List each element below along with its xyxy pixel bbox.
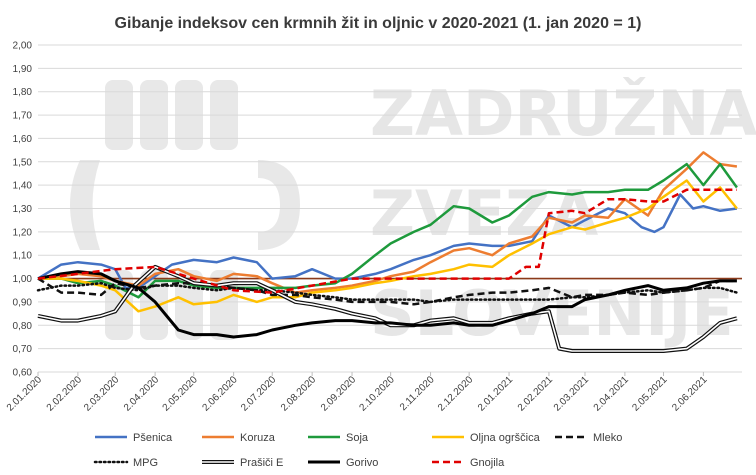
legend-label: Gorivo [346, 457, 378, 469]
legend-label: Gnojila [470, 457, 505, 469]
y-tick-label: 1,70 [13, 111, 33, 122]
legend-item-5: MPG [93, 457, 158, 469]
legend-item-1: Koruza [202, 432, 276, 444]
watermark-emblem [70, 80, 300, 340]
legend-item-3: Oljna ogrščica [432, 432, 541, 444]
y-tick-label: 0,80 [13, 321, 33, 332]
series-line-3 [38, 179, 738, 313]
y-tick-label: 1,60 [13, 134, 33, 145]
legend-item-2: Soja [308, 432, 369, 444]
series-line-5 [36, 281, 739, 304]
y-tick-label: 1,20 [13, 227, 33, 238]
y-tick-label: 1,00 [13, 274, 33, 285]
legend-label: MPG [133, 457, 158, 469]
legend-label: Oljna ogrščica [470, 432, 541, 444]
legend-label: Prašiči E [240, 457, 283, 469]
legend: Pšenica Koruza Soja Oljna ogrščica Mleko MPG P… [93, 432, 622, 469]
y-tick-label: 1,90 [13, 64, 33, 75]
series-line-8 [37, 188, 737, 294]
y-tick-label: 1,30 [13, 204, 33, 215]
y-tick-label: 0,60 [13, 368, 33, 379]
y-tick-label: 0,90 [13, 297, 33, 308]
y-axis: 2,00 1,90 1,80 1,70 1,60 1,50 1,40 1,30 1,20 1,10… [13, 41, 33, 379]
legend-label: Koruza [240, 432, 276, 444]
series-line-0 [37, 193, 738, 290]
chart-title: Gibanje indeksov cen krmnih žit in oljni… [115, 15, 642, 32]
y-tick-label: 2,00 [13, 41, 33, 52]
legend-item-7: Gorivo [308, 457, 378, 469]
y-tick-label: 0,70 [13, 344, 33, 355]
watermark-line-1: ZADRUŽNA [370, 77, 756, 150]
legend-label: Soja [346, 432, 369, 444]
legend-item-0: Pšenica [95, 432, 173, 444]
y-tick-label: 1,10 [13, 251, 33, 262]
series-line-7 [37, 270, 737, 339]
legend-item-4: Mleko [555, 432, 622, 444]
watermark-logo: ZADRUŽNA ZVEZA SLOVENIJE [70, 77, 756, 350]
watermark-line-2: ZVEZA [370, 177, 598, 250]
legend-label: Pšenica [133, 432, 173, 444]
legend-item-8: Gnojila [432, 457, 505, 469]
y-tick-label: 1,80 [13, 87, 33, 98]
y-tick-label: 1,50 [13, 157, 33, 168]
y-tick-label: 1,40 [13, 181, 33, 192]
legend-label: Mleko [593, 432, 622, 444]
legend-item-6: Prašiči E [202, 457, 283, 469]
series-lines [36, 151, 739, 353]
series-line-2 [38, 162, 738, 299]
